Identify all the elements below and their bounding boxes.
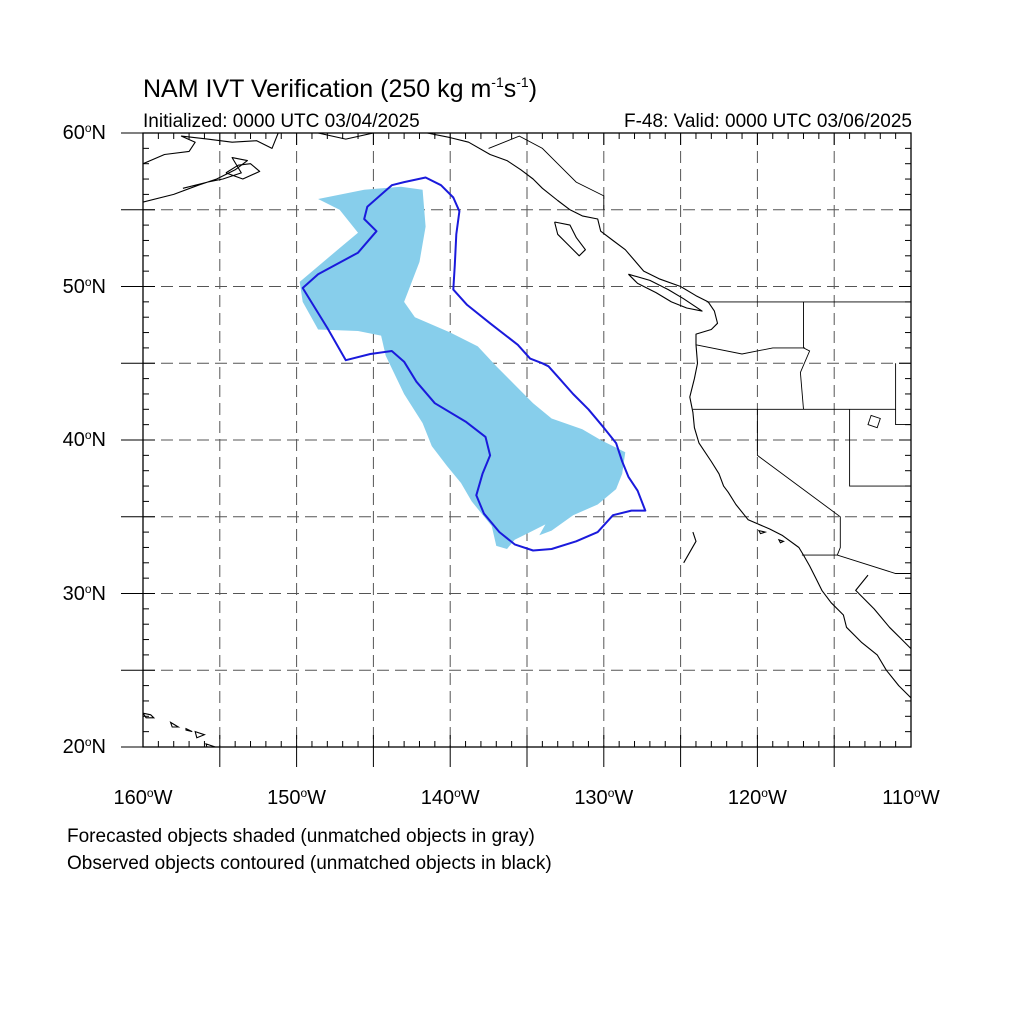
lon-label: 140oW xyxy=(420,786,480,809)
lat-label: 40oN xyxy=(62,428,106,451)
valid-time: F-48: Valid: 0000 UTC 03/06/2025 xyxy=(624,111,912,132)
lon-label: 110oW xyxy=(882,786,940,809)
lat-label: 50oN xyxy=(62,274,106,298)
plot-frame xyxy=(142,132,912,748)
observed-object-contour xyxy=(301,176,647,552)
map-title: NAM IVT Verification (250 kg m-1s-1) xyxy=(143,74,538,103)
island xyxy=(194,730,206,739)
coastline xyxy=(143,157,248,203)
forecast-object xyxy=(299,186,626,549)
political-boundary xyxy=(488,135,605,210)
island xyxy=(143,712,156,719)
island xyxy=(757,529,768,535)
island xyxy=(169,721,181,728)
lat-label: 20oN xyxy=(62,735,106,758)
coastline xyxy=(143,133,279,165)
lon-label: 120oW xyxy=(727,786,787,809)
coastline xyxy=(225,163,261,180)
lake xyxy=(867,414,881,429)
political-boundary xyxy=(849,409,911,487)
coastline xyxy=(317,133,374,140)
observed-object-layer xyxy=(301,176,647,552)
political-boundary xyxy=(756,409,841,556)
legend-note-forecast: Forecasted objects shaded (unmatched obj… xyxy=(67,826,535,847)
island xyxy=(205,743,218,747)
coastline xyxy=(427,133,911,699)
island xyxy=(185,727,193,733)
coastline xyxy=(683,531,697,564)
political-boundary xyxy=(799,301,811,410)
coastline xyxy=(855,574,911,703)
political-boundary xyxy=(801,554,911,574)
lat-label: 30oN xyxy=(62,581,106,605)
lon-label: 130oW xyxy=(574,786,634,809)
lon-label: 150oW xyxy=(267,786,327,809)
initialized-time: Initialized: 0000 UTC 03/04/2025 xyxy=(143,111,420,132)
coastline xyxy=(628,273,703,312)
lon-label: 160oW xyxy=(113,786,173,809)
political-boundary xyxy=(695,344,805,355)
island xyxy=(777,538,785,544)
forecast-object-layer xyxy=(299,186,626,549)
axis-ticks xyxy=(121,132,912,767)
legend-note-observed: Observed objects contoured (unmatched ob… xyxy=(67,853,552,874)
lat-label: 60oN xyxy=(62,121,106,144)
coastline xyxy=(554,221,586,257)
coastline-layer xyxy=(143,133,911,747)
